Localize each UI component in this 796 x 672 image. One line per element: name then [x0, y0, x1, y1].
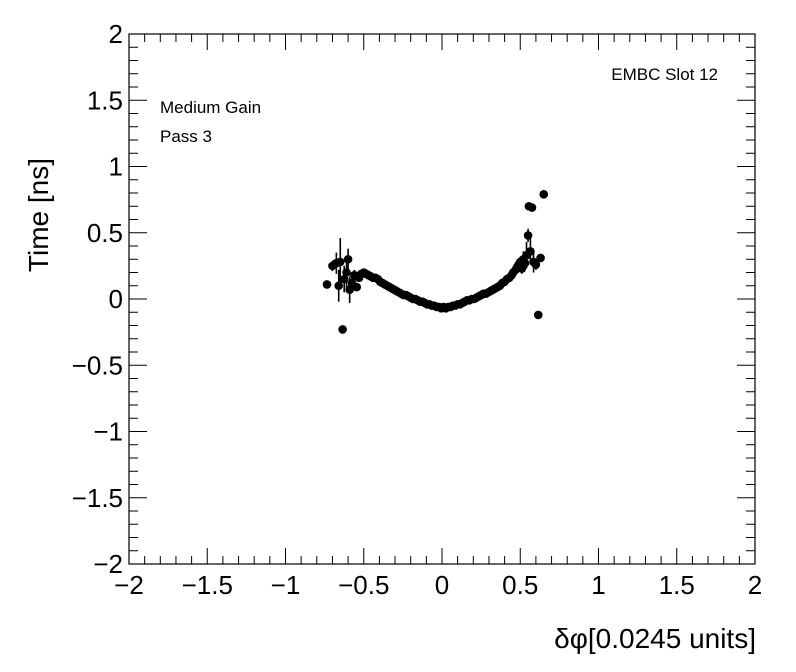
- data-point: [520, 258, 530, 268]
- y-tick-label: −0.5: [72, 350, 123, 380]
- y-tick-label: −2: [93, 549, 123, 579]
- data-point: [342, 268, 351, 277]
- x-tick-label: 0: [435, 570, 449, 600]
- y-tick-label: 0.5: [87, 218, 123, 248]
- x-tick-label: −2: [114, 570, 144, 600]
- data-point: [536, 253, 545, 263]
- y-tick-label: 1.5: [87, 85, 123, 115]
- x-tick-label: 0.5: [502, 570, 538, 600]
- y-axis-title: Time [ns]: [23, 158, 54, 272]
- x-tick-label: −1: [271, 570, 301, 600]
- data-point: [322, 280, 332, 289]
- x-tick-label: 2: [748, 570, 762, 600]
- data-point: [335, 257, 345, 267]
- slot-annotation: EMBC Slot 12: [611, 65, 718, 84]
- x-tick-label: −0.5: [338, 570, 389, 600]
- pass-annotation: Pass 3: [160, 127, 212, 146]
- data-point: [526, 247, 535, 256]
- data-point: [527, 203, 537, 212]
- y-tick-label: 0: [109, 284, 123, 314]
- x-tick-labels: −2 −1.5 −1 −0.5 0 0.5 1 1.5 2: [114, 570, 762, 600]
- data-point: [539, 190, 549, 199]
- data-point: [533, 310, 543, 320]
- y-tick-labels: −2 −1.5 −1 −0.5 0 0.5 1 1.5 2: [72, 19, 123, 579]
- y-tick-label: 1: [109, 152, 123, 182]
- data-point: [343, 254, 353, 264]
- data-points: [322, 190, 549, 334]
- data-point: [531, 260, 541, 269]
- gain-annotation: Medium Gain: [160, 98, 261, 117]
- y-tick-label: −1.5: [72, 483, 123, 513]
- x-axis-title: δφ[0.0245 units]: [554, 623, 756, 654]
- plot-frame: [128, 33, 756, 565]
- data-point: [338, 325, 347, 334]
- x-tick-label: 1: [591, 570, 605, 600]
- y-tick-label: 2: [109, 19, 123, 49]
- x-tick-label: −1.5: [182, 570, 233, 600]
- data-point: [334, 281, 344, 291]
- data-point: [352, 282, 362, 292]
- data-point: [523, 231, 533, 240]
- y-tick-label: −1: [93, 417, 123, 447]
- x-tick-label: 1.5: [659, 570, 695, 600]
